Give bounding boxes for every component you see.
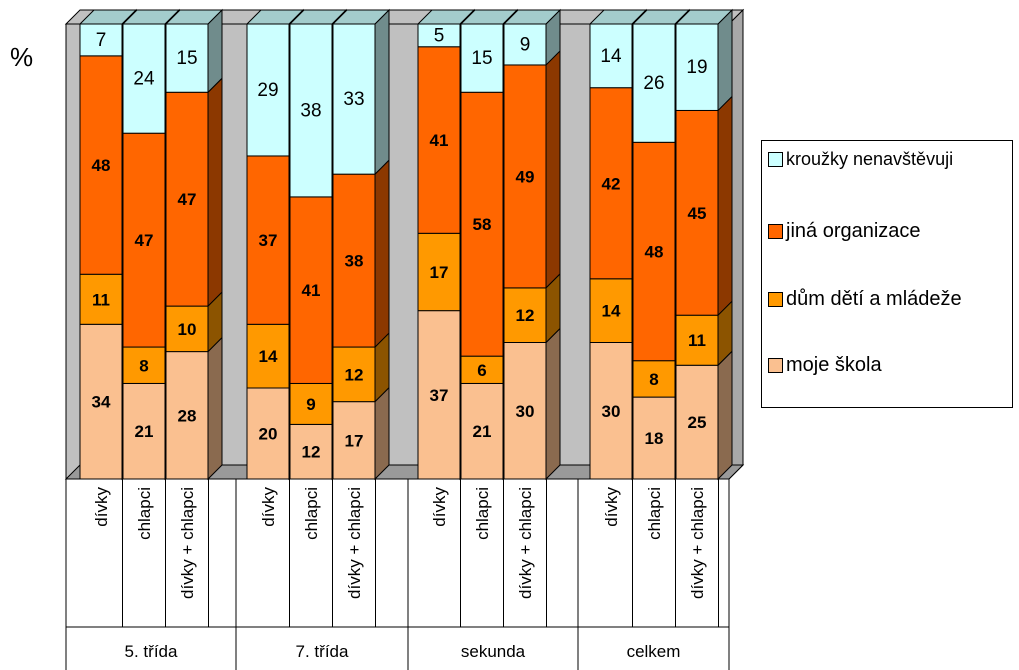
bar-segment — [675, 95, 733, 317]
group-tick-label: 7. třída — [296, 642, 349, 661]
data-label: 37 — [430, 386, 449, 405]
data-label: 5 — [434, 25, 445, 46]
data-label: 8 — [649, 370, 658, 389]
data-label: 41 — [430, 131, 449, 150]
data-label: 47 — [135, 231, 154, 250]
data-label: 26 — [643, 73, 664, 94]
legend-label: dům dětí a mládeže — [786, 288, 962, 310]
data-label: 12 — [302, 443, 321, 462]
y-axis-label: % — [10, 42, 33, 72]
bar-segment — [502, 8, 562, 67]
category-tick-label: dívky + chlapci — [345, 487, 364, 599]
data-label: 37 — [259, 231, 278, 250]
category-tick-label: dívky — [602, 487, 621, 527]
data-label: 14 — [602, 302, 621, 321]
legend-swatch — [768, 152, 783, 167]
bar-segment — [165, 336, 223, 481]
data-label: 17 — [430, 263, 449, 282]
category-tick-label: dívky — [259, 487, 278, 527]
bar-segment — [503, 327, 561, 481]
data-label: 19 — [686, 57, 707, 78]
category-tick-label: dívky — [430, 487, 449, 527]
data-label: 6 — [477, 361, 486, 380]
data-label: 48 — [92, 156, 111, 175]
category-tick-label: dívky + chlapci — [178, 487, 197, 599]
data-label: 8 — [139, 356, 148, 375]
bar-segment — [332, 331, 390, 403]
bar-segment — [165, 77, 223, 308]
data-label: 48 — [645, 243, 664, 262]
data-label: 14 — [600, 46, 622, 67]
group-tick-label: 5. třída — [125, 642, 178, 661]
data-label: 9 — [520, 34, 531, 55]
data-label: 29 — [257, 80, 278, 101]
data-label: 38 — [300, 100, 321, 121]
data-label: 33 — [343, 89, 364, 110]
data-label: 34 — [92, 393, 111, 412]
legend-item: kroužky nenavštěvuji — [768, 147, 1011, 171]
data-label: 20 — [259, 425, 278, 444]
legend: kroužky nenavštěvuji jiná organizace dům d… — [761, 140, 1013, 408]
data-label: 58 — [473, 215, 492, 234]
data-label: 21 — [473, 422, 492, 441]
data-label: 42 — [602, 174, 621, 193]
bar-segment — [416, 8, 476, 48]
data-label: 15 — [176, 48, 197, 69]
data-label: 21 — [135, 422, 154, 441]
category-tick-label: chlapci — [473, 487, 492, 540]
legend-label: jiná organizace — [786, 220, 921, 242]
data-label: 47 — [178, 190, 197, 209]
data-label: 30 — [602, 402, 621, 421]
legend-label: kroužky nenavštěvuji — [786, 149, 954, 169]
category-tick-label: chlapci — [135, 487, 154, 540]
data-label: 14 — [259, 347, 278, 366]
category-tick-label: dívky + chlapci — [516, 487, 535, 599]
bar-segment — [588, 8, 648, 89]
legend-item: moje škola — [768, 353, 1011, 377]
legend-swatch — [768, 358, 783, 373]
legend-item: dům dětí a mládeže — [768, 287, 1011, 311]
data-label: 12 — [516, 306, 535, 325]
data-label: 12 — [345, 365, 364, 384]
data-label: 30 — [516, 402, 535, 421]
legend-swatch — [768, 292, 783, 307]
bar-segment — [674, 8, 734, 112]
legend-label: moje škola — [786, 354, 882, 376]
data-label: 41 — [302, 281, 321, 300]
legend-item: jiná organizace — [768, 219, 1011, 243]
data-label: 25 — [688, 413, 707, 432]
bar-segment — [164, 8, 224, 94]
data-label: 10 — [178, 320, 197, 339]
group-tick-label: sekunda — [461, 642, 526, 661]
group-tick-label: celkem — [627, 642, 681, 661]
bar-segment — [332, 158, 390, 349]
data-label: 49 — [516, 167, 535, 186]
data-label: 38 — [345, 252, 364, 271]
data-label: 18 — [645, 429, 664, 448]
data-label: 45 — [688, 204, 707, 223]
category-tick-label: chlapci — [645, 487, 664, 540]
category-tick-label: dívky + chlapci — [688, 487, 707, 599]
category-tick-label: chlapci — [302, 487, 321, 540]
data-label: 17 — [345, 431, 364, 450]
data-label: 11 — [688, 331, 706, 350]
data-label: 7 — [96, 30, 107, 51]
legend-swatch — [768, 224, 783, 239]
data-label: 24 — [133, 69, 155, 90]
bar-segment — [503, 49, 561, 290]
category-tick-label: dívky — [92, 487, 111, 527]
data-label: 11 — [92, 290, 110, 309]
data-label: 9 — [306, 395, 315, 414]
data-label: 28 — [178, 406, 197, 425]
bar-segment — [332, 386, 390, 481]
data-label: 15 — [471, 48, 492, 69]
bar-segment — [165, 290, 223, 353]
bar-segment — [331, 8, 391, 176]
